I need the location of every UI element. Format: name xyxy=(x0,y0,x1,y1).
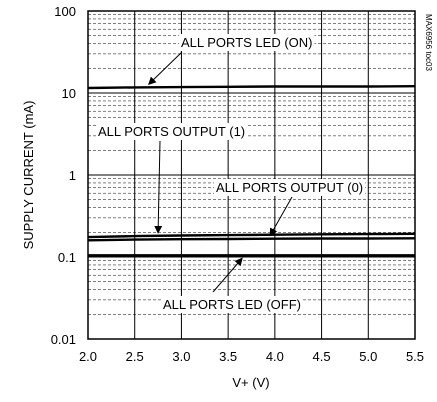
annotation-arrow xyxy=(269,196,293,237)
x-axis-title: V+ (V) xyxy=(232,375,269,390)
x-tick-label: 2.0 xyxy=(79,349,97,364)
x-tick-label: 5.0 xyxy=(359,349,377,364)
y-tick-label: 0.01 xyxy=(51,332,76,347)
annotation-label-bg xyxy=(96,123,248,140)
x-tick-label: 5.5 xyxy=(406,349,424,364)
x-tick-label: 3.0 xyxy=(172,349,190,364)
plot-frame xyxy=(87,10,416,340)
annotation-label-bg xyxy=(161,296,303,313)
x-tick-label: 4.5 xyxy=(313,349,331,364)
y-tick-label: 10 xyxy=(62,86,76,101)
annotation-label: ALL PORTS LED (OFF) xyxy=(163,297,301,312)
x-tick-label: 3.5 xyxy=(219,349,237,364)
y-tick-label: 0.1 xyxy=(58,250,76,265)
annotation-arrow xyxy=(148,51,183,85)
series-line-1 xyxy=(87,85,416,90)
y-tick-label: 100 xyxy=(54,4,76,19)
series-line-3 xyxy=(87,237,416,242)
annotation-label-bg xyxy=(214,179,366,196)
y-tick-labels: 0.01 0.1 1 10 100 xyxy=(51,4,76,347)
annotation-arrow xyxy=(212,257,243,293)
x-tick-label: 2.5 xyxy=(126,349,144,364)
annotation-label: ALL PORTS OUTPUT (1) xyxy=(98,124,245,139)
x-tick-label: 4.0 xyxy=(266,349,284,364)
series-line-2 xyxy=(87,232,416,239)
annotation-label: ALL PORTS LED (ON) xyxy=(181,35,312,50)
figure-id-label: MAX6956 toc03 xyxy=(424,14,433,71)
y-axis-title: SUPPLY CURRENT (mA) xyxy=(21,101,36,250)
annotation-layer: ALL PORTS LED (ON) ALL PORTS OUTPUT (1) AL… xyxy=(96,34,366,313)
y-tick-label: 1 xyxy=(69,168,76,183)
series-layer xyxy=(87,85,416,257)
x-tick-labels: 2.0 2.5 3.0 3.5 4.0 4.5 5.0 5.5 xyxy=(79,349,424,364)
annotation-arrow xyxy=(154,140,163,234)
annotation-label: ALL PORTS OUTPUT (0) xyxy=(216,180,363,195)
annotation-label-bg xyxy=(179,34,315,51)
minor-grid xyxy=(88,14,415,315)
